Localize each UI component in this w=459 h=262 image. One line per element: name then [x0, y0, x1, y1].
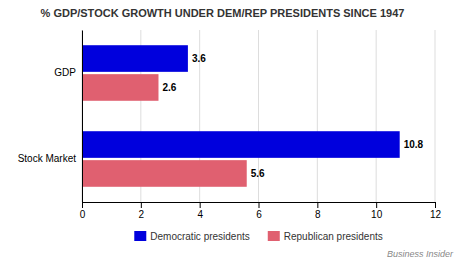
data-labels: 3.6 10.8 2.6 5.6	[162, 53, 423, 179]
tick-mark	[259, 202, 260, 208]
tick-label: 0	[80, 209, 86, 220]
tick-label: GDP	[54, 67, 76, 78]
tick-mark	[141, 202, 142, 208]
tick-label: 12	[430, 209, 442, 220]
tick-mark	[82, 202, 83, 208]
grid-line	[435, 30, 436, 202]
legend: Democratic presidents Republican presiden…	[134, 231, 382, 242]
tick: 8	[315, 202, 321, 220]
bar	[82, 45, 188, 72]
data-label: 3.6	[192, 53, 206, 64]
grid-line	[82, 30, 83, 202]
tick: 4	[197, 202, 203, 220]
tick: 0	[80, 202, 86, 220]
tick-mark	[435, 202, 436, 208]
legend-swatch	[268, 231, 280, 241]
axis-line	[83, 203, 436, 209]
legend-item: Democratic presidents	[134, 231, 249, 242]
data-label: 10.8	[404, 139, 424, 150]
tick-mark	[200, 202, 201, 208]
bar	[82, 131, 400, 158]
tick: GDP	[54, 67, 76, 78]
axis-line	[82, 31, 83, 203]
chart: % GDP/STOCK GROWTH UNDER DEM/REP PRESIDE…	[0, 0, 459, 262]
bar	[82, 74, 158, 101]
bar	[82, 160, 247, 187]
legend-swatch	[134, 231, 146, 241]
x-axis: 0 2 4 6 8 10 12	[80, 202, 442, 220]
data-label: 5.6	[251, 168, 265, 179]
tick: 6	[256, 202, 262, 220]
tick-mark	[376, 202, 377, 208]
tick: 12	[430, 202, 442, 220]
tick-label: Stock Market	[18, 153, 77, 164]
legend-label: Republican presidents	[284, 231, 383, 242]
bars	[82, 45, 400, 187]
tick-label: 10	[371, 209, 383, 220]
grid-line	[376, 30, 377, 202]
tick-label: 6	[256, 209, 262, 220]
grid-line	[317, 30, 318, 202]
annotation: Business Insider	[387, 249, 454, 259]
tick: 2	[139, 202, 145, 220]
tick: 10	[371, 202, 383, 220]
y-axis: GDP Stock Market	[18, 31, 83, 203]
title: % GDP/STOCK GROWTH UNDER DEM/REP PRESIDE…	[41, 7, 405, 19]
data-label: 2.6	[162, 82, 176, 93]
tick-label: 2	[139, 209, 145, 220]
legend-item: Republican presidents	[268, 231, 383, 242]
tick-label: 8	[315, 209, 321, 220]
legend-label: Democratic presidents	[150, 231, 249, 242]
tick-mark	[317, 202, 318, 208]
grid	[82, 30, 435, 202]
tick: Stock Market	[18, 153, 77, 164]
tick-label: 4	[197, 209, 203, 220]
